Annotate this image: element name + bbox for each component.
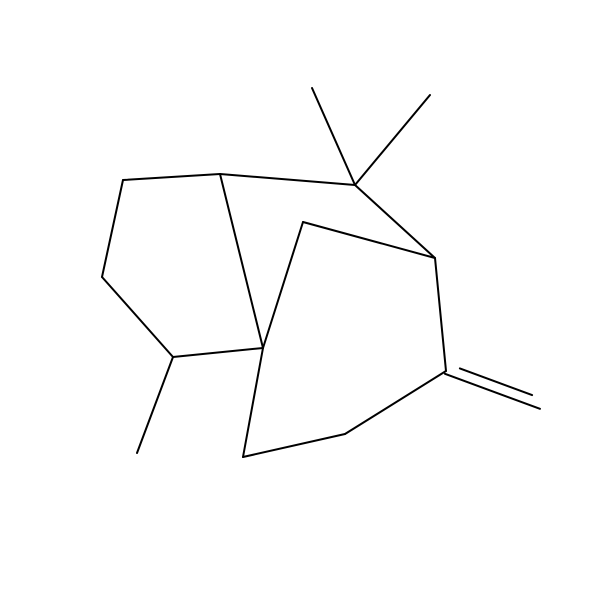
bond-line bbox=[312, 88, 355, 185]
bond-line bbox=[345, 371, 446, 434]
bond-line bbox=[263, 222, 303, 348]
bond-line bbox=[243, 434, 345, 457]
bond-line bbox=[435, 258, 446, 371]
bond-line bbox=[355, 95, 430, 185]
bond-line bbox=[220, 174, 355, 185]
bond-line bbox=[445, 374, 540, 409]
bond-line bbox=[243, 348, 263, 457]
bond-line bbox=[102, 180, 123, 277]
bond-line bbox=[137, 357, 173, 453]
bond-line bbox=[123, 174, 220, 180]
bond-line bbox=[102, 277, 173, 357]
molecular-structure-diagram bbox=[0, 0, 600, 600]
bond-line bbox=[460, 368, 532, 395]
bond-line bbox=[220, 174, 263, 348]
bond-line bbox=[173, 348, 263, 357]
